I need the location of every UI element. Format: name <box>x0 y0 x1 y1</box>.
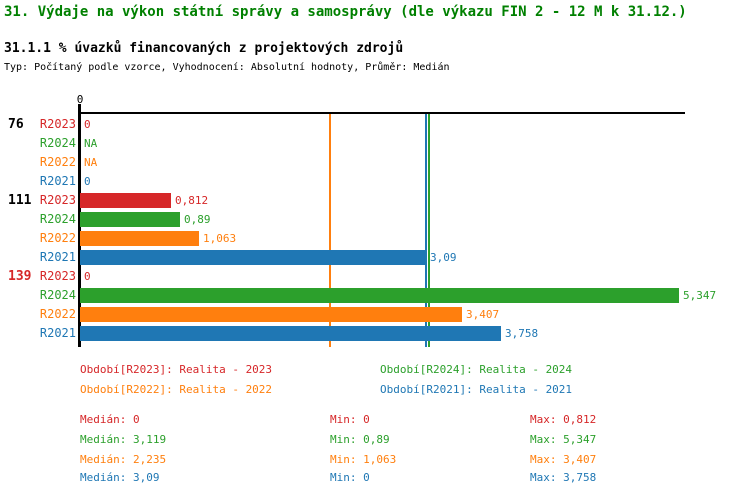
value-label: NA <box>84 156 98 169</box>
stat-min-green: Min: 0,89 <box>330 433 390 446</box>
report-title: 31. Výdaje na výkon státní správy a samo… <box>4 4 687 20</box>
stat-max-orange: Max: 3,407 <box>530 453 597 466</box>
zero-tick-label: 0 <box>76 93 84 106</box>
period-label: R2024 <box>39 212 76 226</box>
bar-R2021-139 <box>80 326 501 341</box>
stat-min-orange: Min: 1,063 <box>330 453 397 466</box>
legend-item-red: Období[R2023]: Realita - 2023 <box>80 363 273 376</box>
period-label: R2023 <box>39 117 76 131</box>
stat-min-red: Min: 0 <box>330 413 370 426</box>
indicator-meta: Typ: Počítaný podle vzorce, Vyhodnocení:… <box>4 62 450 73</box>
bar-R2022-111 <box>80 231 199 246</box>
stat-median-orange: Medián: 2,235 <box>80 453 167 466</box>
indicator-title: 31.1.1 % úvazků financovaných z projekto… <box>4 41 404 56</box>
legend-item-green: Období[R2024]: Realita - 2024 <box>380 363 573 376</box>
period-label: R2021 <box>39 174 76 188</box>
value-label: 0 <box>84 270 91 283</box>
value-label: 1,063 <box>203 232 237 245</box>
bar-R2024-111 <box>80 212 180 227</box>
stat-max-green: Max: 5,347 <box>530 433 597 446</box>
value-label: 0,812 <box>175 194 209 207</box>
bar-R2024-139 <box>80 288 679 303</box>
value-label: 3,758 <box>505 327 539 340</box>
group-label-111: 111 <box>8 193 32 208</box>
value-label: 0 <box>84 118 91 131</box>
value-label: 3,407 <box>466 308 500 321</box>
value-label: NA <box>84 137 98 150</box>
period-label: R2023 <box>39 193 76 207</box>
bar-R2023-111 <box>80 193 171 208</box>
bar-R2022-139 <box>80 307 462 322</box>
value-label: 3,09 <box>430 251 457 264</box>
period-label: R2024 <box>39 136 76 150</box>
stat-max-red: Max: 0,812 <box>530 413 597 426</box>
bar-R2021-111 <box>80 250 426 265</box>
group-label-76: 76 <box>8 117 24 132</box>
legend-item-blue: Období[R2021]: Realita - 2021 <box>380 383 573 396</box>
stat-max-blue: Max: 3,758 <box>530 471 597 484</box>
value-label: 0,89 <box>184 213 211 226</box>
y-axis-line <box>78 104 81 347</box>
period-label: R2021 <box>39 326 76 340</box>
stat-median-red: Medián: 0 <box>80 413 140 426</box>
median-line-green <box>428 112 431 347</box>
value-label: 5,347 <box>683 289 717 302</box>
period-label: R2022 <box>39 231 76 245</box>
legend-item-orange: Období[R2022]: Realita - 2022 <box>80 383 273 396</box>
group-label-139: 139 <box>8 269 32 284</box>
period-label: R2022 <box>39 307 76 321</box>
stat-median-green: Medián: 3,119 <box>80 433 167 446</box>
period-label: R2022 <box>39 155 76 169</box>
stat-min-blue: Min: 0 <box>330 471 370 484</box>
median-line-blue <box>425 112 428 347</box>
value-label: 0 <box>84 175 91 188</box>
period-label: R2023 <box>39 269 76 283</box>
period-label: R2024 <box>39 288 76 302</box>
stat-median-blue: Medián: 3,09 <box>80 471 160 484</box>
period-label: R2021 <box>39 250 76 264</box>
x-axis-line <box>80 112 685 114</box>
median-line-orange <box>329 112 332 347</box>
